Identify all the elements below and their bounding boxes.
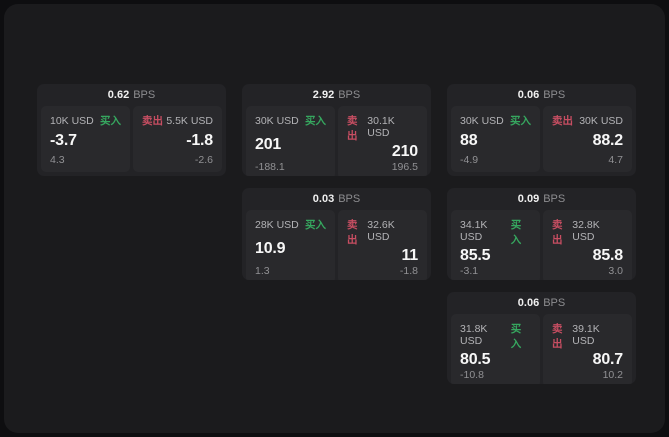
sell-amount: 32.6K USD bbox=[367, 219, 395, 243]
quote-card-4: 0.03 BPS 28K USD 买入 10.9 1.3 卖出 32.6K US… bbox=[242, 188, 431, 280]
bps-header: 0.09 BPS bbox=[447, 188, 636, 210]
buy-panel[interactable]: 30K USD 买入 201 -188.1 bbox=[246, 106, 335, 176]
buy-amount: 10K USD bbox=[50, 115, 94, 127]
sell-amount: 32.8K USD bbox=[572, 219, 600, 243]
buy-amount: 30K USD bbox=[255, 115, 299, 127]
bps-value: 0.06 bbox=[517, 89, 540, 101]
buy-label: 买入 bbox=[305, 115, 326, 127]
buy-delta: 1.3 bbox=[255, 265, 270, 277]
quote-card-1: 0.62 BPS 10K USD 买入 -3.7 4.3 卖出 5.5K USD bbox=[37, 84, 226, 176]
bps-header: 2.92 BPS bbox=[242, 84, 431, 106]
bps-unit-label: BPS bbox=[338, 89, 361, 101]
sell-amount: 30K USD bbox=[579, 115, 623, 127]
bps-value: 2.92 bbox=[312, 89, 335, 101]
sell-amount: 39.1K USD bbox=[572, 323, 600, 347]
sell-panel[interactable]: 卖出 39.1K USD 80.7 10.2 bbox=[543, 314, 632, 384]
buy-amount: 31.8K USD bbox=[460, 323, 488, 347]
bps-value: 0.03 bbox=[312, 193, 335, 205]
bps-value: 0.62 bbox=[107, 89, 130, 101]
app-panel: 0.62 BPS 10K USD 买入 -3.7 4.3 卖出 5.5K USD bbox=[4, 4, 665, 433]
bps-header: 0.06 BPS bbox=[447, 292, 636, 314]
bps-unit-label: BPS bbox=[543, 89, 566, 101]
buy-amount: 28K USD bbox=[255, 219, 299, 231]
quote-card-5: 0.09 BPS 34.1K USD 买入 85.5 -3.1 卖出 32.8K… bbox=[447, 188, 636, 280]
sell-panel[interactable]: 卖出 32.8K USD 85.8 3.0 bbox=[543, 210, 632, 280]
bps-unit-label: BPS bbox=[133, 89, 156, 101]
sell-label: 卖出 bbox=[142, 115, 163, 127]
buy-delta: -10.8 bbox=[460, 369, 484, 381]
sell-price: 80.7 bbox=[592, 351, 624, 368]
sell-delta: 4.7 bbox=[608, 154, 623, 166]
buy-panel[interactable]: 31.8K USD 买入 80.5 -10.8 bbox=[451, 314, 540, 384]
bps-header: 0.62 BPS bbox=[37, 84, 226, 106]
sell-price: 88.2 bbox=[592, 132, 624, 149]
buy-panel[interactable]: 10K USD 买入 -3.7 4.3 bbox=[41, 106, 130, 172]
buy-label: 买入 bbox=[305, 219, 326, 231]
sell-panel[interactable]: 卖出 5.5K USD -1.8 -2.6 bbox=[133, 106, 222, 172]
buy-label: 买入 bbox=[100, 115, 121, 127]
quote-card-grid: 0.62 BPS 10K USD 买入 -3.7 4.3 卖出 5.5K USD bbox=[37, 84, 636, 384]
sell-delta: 10.2 bbox=[602, 369, 623, 381]
sell-delta: -2.6 bbox=[194, 154, 213, 166]
sell-price: 11 bbox=[401, 247, 418, 264]
sell-label: 卖出 bbox=[347, 219, 358, 246]
sell-panel[interactable]: 卖出 32.6K USD 11 -1.8 bbox=[338, 210, 427, 280]
sell-price: 85.8 bbox=[592, 247, 624, 264]
sell-delta: 3.0 bbox=[608, 265, 623, 277]
sell-price: -1.8 bbox=[186, 132, 213, 149]
bps-unit-label: BPS bbox=[338, 193, 361, 205]
buy-delta: -4.9 bbox=[460, 154, 479, 166]
sell-delta: 196.5 bbox=[391, 161, 418, 173]
buy-label: 买入 bbox=[510, 219, 522, 246]
buy-panel[interactable]: 28K USD 买入 10.9 1.3 bbox=[246, 210, 335, 280]
sell-label: 卖出 bbox=[552, 115, 573, 127]
sell-label: 卖出 bbox=[552, 219, 563, 246]
sell-price: 210 bbox=[391, 143, 418, 160]
buy-price: 80.5 bbox=[460, 351, 491, 368]
buy-panel[interactable]: 30K USD 买入 88 -4.9 bbox=[451, 106, 540, 172]
buy-price: 10.9 bbox=[255, 239, 286, 257]
buy-price: 201 bbox=[255, 135, 282, 153]
buy-delta: 4.3 bbox=[50, 154, 65, 166]
buy-price: 88 bbox=[460, 132, 478, 149]
quote-card-3: 0.06 BPS 30K USD 买入 88 -4.9 卖出 30K USD bbox=[447, 84, 636, 176]
buy-amount: 30K USD bbox=[460, 115, 504, 127]
bps-value: 0.06 bbox=[517, 297, 540, 309]
buy-label: 买入 bbox=[510, 323, 522, 350]
sell-delta: -1.8 bbox=[399, 265, 418, 277]
quote-card-2: 2.92 BPS 30K USD 买入 201 -188.1 卖出 30.1K … bbox=[242, 84, 431, 176]
buy-amount: 34.1K USD bbox=[460, 219, 488, 243]
sell-label: 卖出 bbox=[347, 115, 358, 142]
bps-unit-label: BPS bbox=[543, 297, 566, 309]
bps-header: 0.06 BPS bbox=[447, 84, 636, 106]
sell-amount: 30.1K USD bbox=[367, 115, 395, 139]
buy-price: -3.7 bbox=[50, 132, 77, 149]
bps-header: 0.03 BPS bbox=[242, 188, 431, 210]
sell-amount: 5.5K USD bbox=[166, 115, 213, 127]
bps-unit-label: BPS bbox=[543, 193, 566, 205]
sell-panel[interactable]: 卖出 30K USD 88.2 4.7 bbox=[543, 106, 632, 172]
buy-price: 85.5 bbox=[460, 247, 491, 264]
quote-card-6: 0.06 BPS 31.8K USD 买入 80.5 -10.8 卖出 39.1… bbox=[447, 292, 636, 384]
sell-label: 卖出 bbox=[552, 323, 563, 350]
buy-panel[interactable]: 34.1K USD 买入 85.5 -3.1 bbox=[451, 210, 540, 280]
buy-delta: -188.1 bbox=[255, 161, 285, 173]
buy-delta: -3.1 bbox=[460, 265, 479, 277]
bps-value: 0.09 bbox=[517, 193, 540, 205]
buy-label: 买入 bbox=[510, 115, 531, 127]
sell-panel[interactable]: 卖出 30.1K USD 210 196.5 bbox=[338, 106, 427, 176]
